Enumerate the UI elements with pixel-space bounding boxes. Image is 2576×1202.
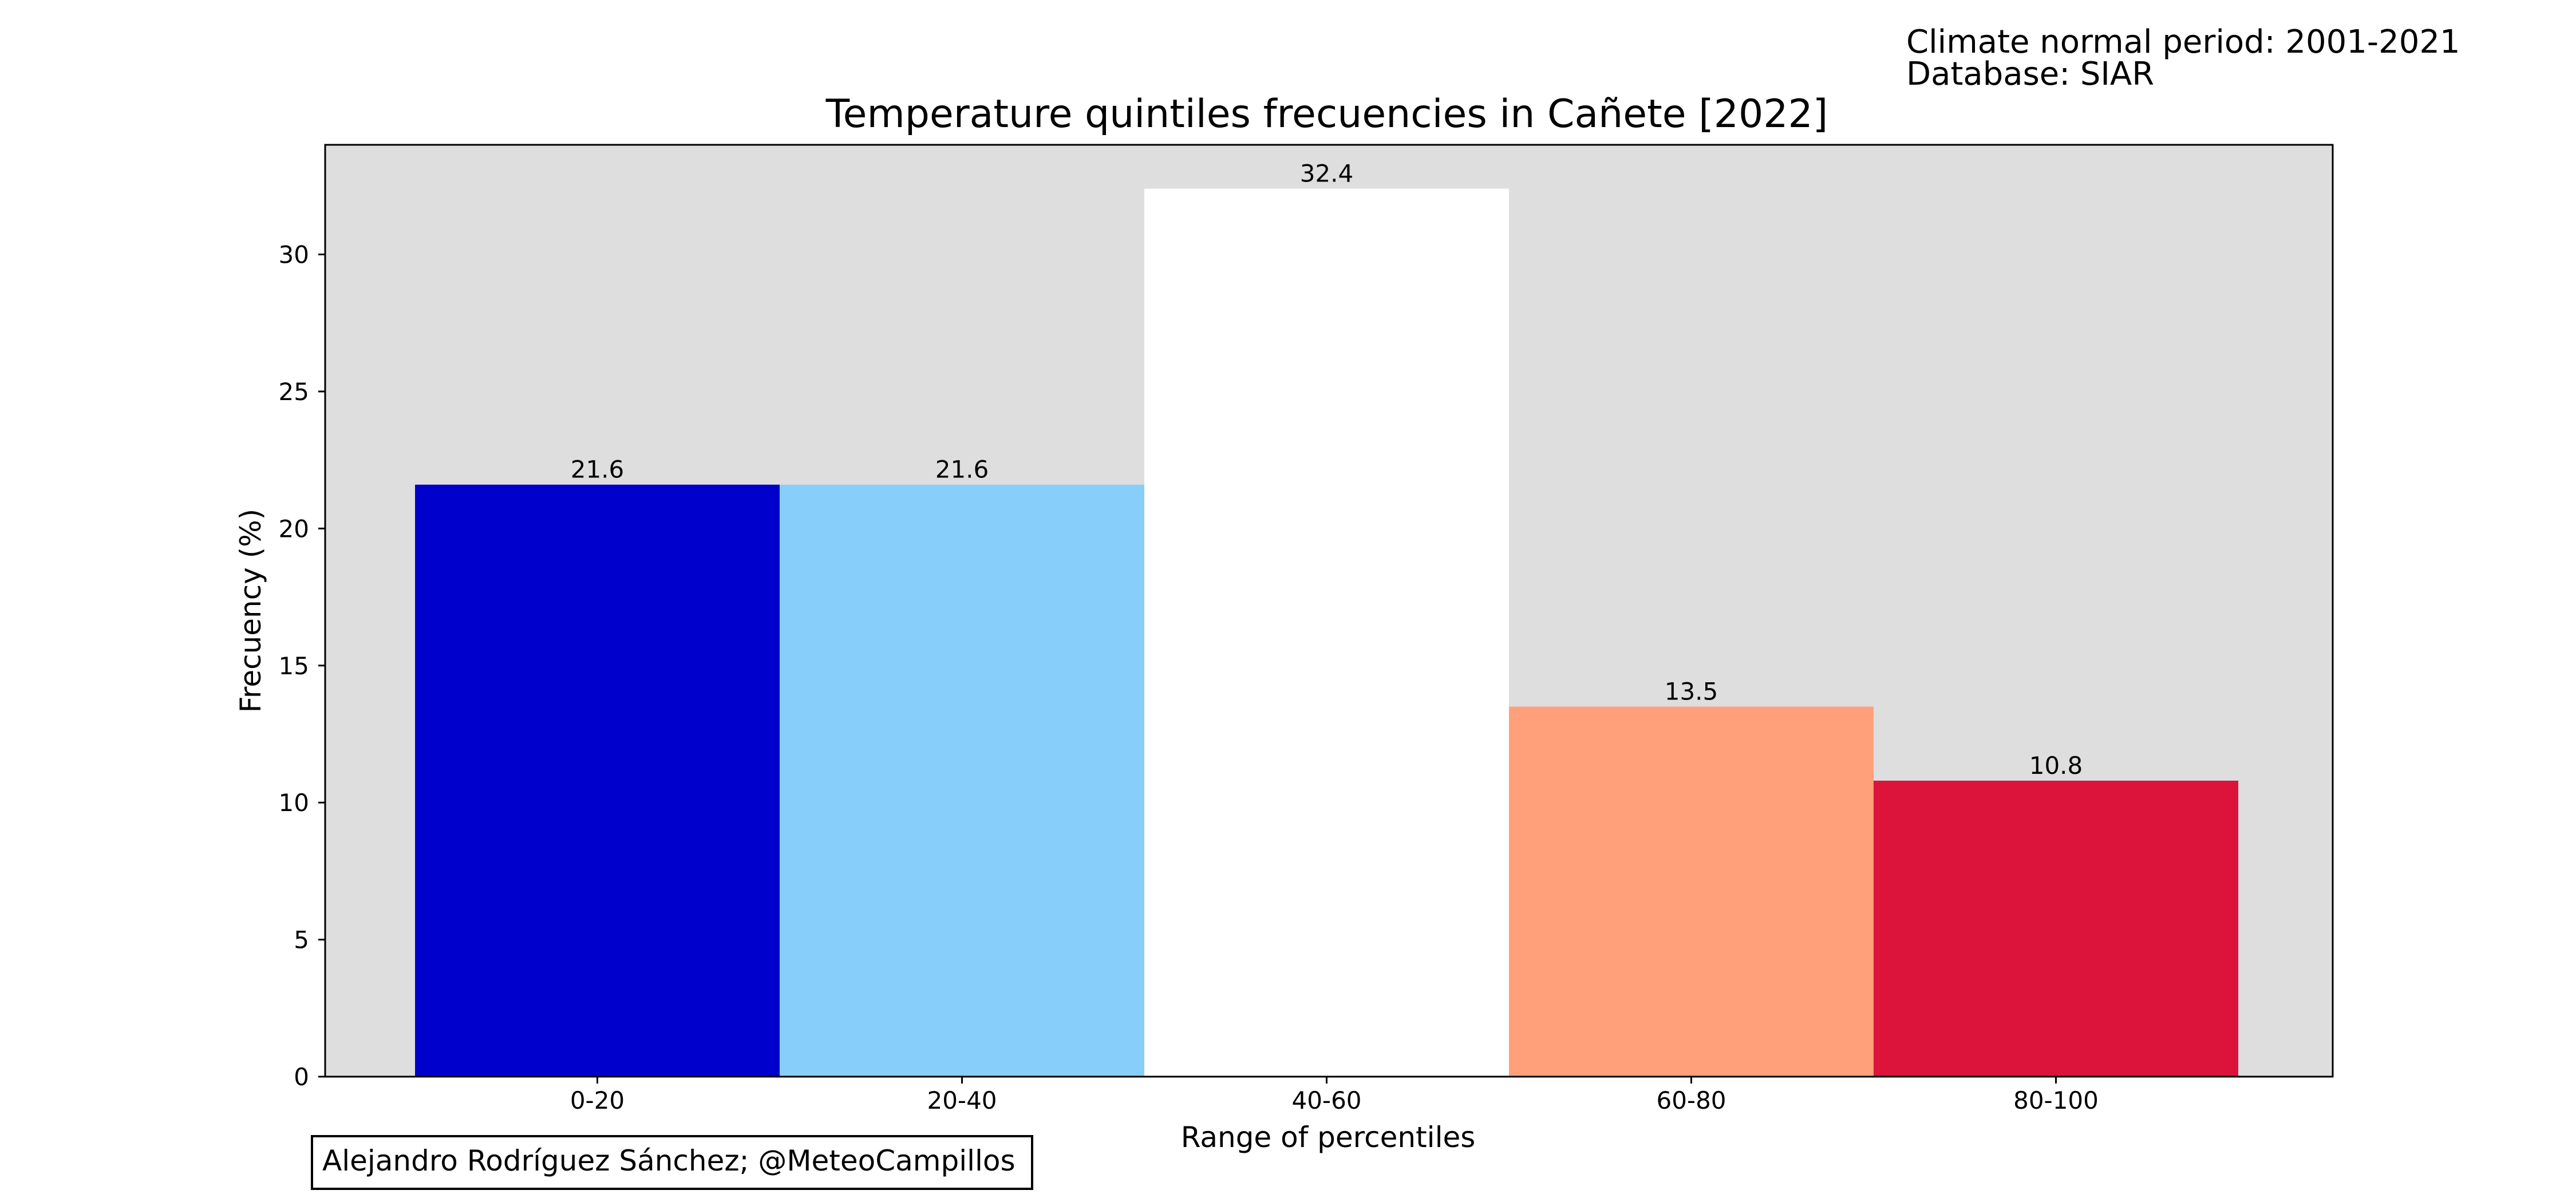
y-tick-label: 20 xyxy=(279,515,309,543)
x-axis-label: Range of percentiles xyxy=(1181,1121,1476,1154)
bar-60-80 xyxy=(1509,706,1874,1077)
database-text: Database: SIAR xyxy=(1906,56,2154,93)
x-tick-label: 20-40 xyxy=(927,1086,997,1114)
bar-0-20 xyxy=(415,484,780,1077)
y-axis-label: Frecuency (%) xyxy=(234,509,267,713)
data-label-60-80: 13.5 xyxy=(1665,678,1718,706)
credit-box xyxy=(311,1135,1033,1190)
data-label-80-100: 10.8 xyxy=(2029,752,2083,780)
x-tick-label: 0-20 xyxy=(570,1086,625,1114)
x-axis-ticks: 0-20 20-40 40-60 60-80 80-100 xyxy=(570,1077,2099,1114)
x-tick-label: 40-60 xyxy=(1291,1086,1361,1114)
x-tick-label: 80-100 xyxy=(2013,1086,2099,1114)
plot-frame xyxy=(324,144,2334,1078)
x-tick-label: 60-80 xyxy=(1656,1086,1726,1114)
climate-normal-period-text: Climate normal period: 2001-2021 xyxy=(1906,23,2460,61)
y-tick-label: 10 xyxy=(279,789,309,817)
y-tick-label: 30 xyxy=(279,241,309,269)
credit-text: Alejandro Rodríguez Sánchez; @MeteoCampi… xyxy=(322,1144,1016,1177)
bars-layer xyxy=(415,188,2238,1077)
data-label-20-40: 21.6 xyxy=(935,456,989,484)
chart-title: Temperature quintiles frecuencies in Cañ… xyxy=(825,92,1828,137)
bar-40-60 xyxy=(1144,188,1509,1077)
bar-20-40 xyxy=(780,484,1144,1077)
y-tick-label: 25 xyxy=(279,378,309,406)
data-labels-layer: 21.6 21.6 32.4 13.5 10.8 xyxy=(571,160,2083,780)
data-label-40-60: 32.4 xyxy=(1300,160,1354,188)
data-label-0-20: 21.6 xyxy=(571,456,625,484)
bar-80-100 xyxy=(1874,780,2238,1077)
y-axis-ticks: 0 5 10 15 20 25 30 xyxy=(279,241,325,1091)
y-tick-label: 15 xyxy=(279,652,309,680)
y-tick-label: 0 xyxy=(294,1063,309,1091)
y-tick-label: 5 xyxy=(294,926,309,954)
